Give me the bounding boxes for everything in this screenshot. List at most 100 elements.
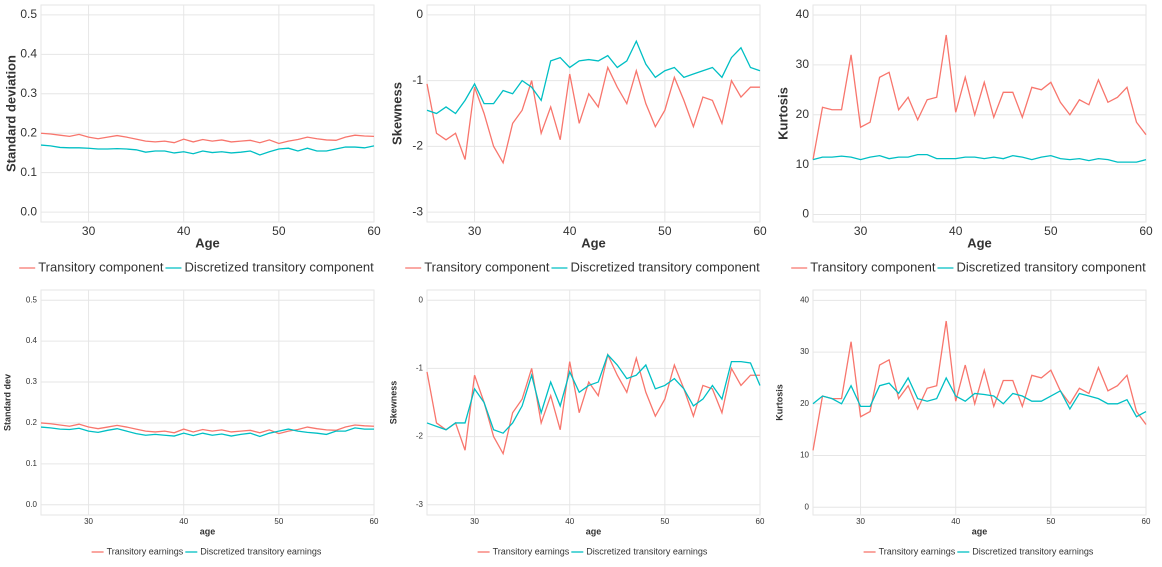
panel: -3 -2 -1 0 30 40 50 60 age Skewness Transitory ear… (388, 289, 765, 556)
y-tick-label: 0.2 (20, 125, 37, 139)
x-tick-label: 60 (367, 224, 381, 238)
series-line (426, 39, 761, 115)
y-tick-label: 0 (416, 7, 423, 21)
legend-label: Transitory earnings (879, 546, 956, 556)
plot-frame (426, 289, 761, 516)
x-tick-label: 40 (949, 224, 963, 238)
x-tick-label: 30 (854, 224, 868, 238)
x-tick-label: 40 (565, 517, 574, 526)
y-tick-label: -1 (412, 73, 423, 87)
x-tick-label: 30 (856, 517, 865, 526)
x-tick-label: 30 (470, 517, 479, 526)
plot-frame (426, 4, 761, 223)
y-tick-label: 0.4 (26, 336, 38, 345)
y-tick-label: -3 (412, 204, 423, 218)
y-axis-label: Skewness (388, 381, 398, 425)
y-tick-label: 40 (796, 7, 810, 21)
x-axis-label: age (972, 526, 988, 536)
y-tick-label: -3 (416, 500, 424, 509)
legend-label: Discretized transitory earnings (586, 546, 708, 556)
plot-frame (812, 289, 1147, 516)
x-tick-label: 50 (658, 224, 672, 238)
y-axis-label: Kurtosis (774, 384, 784, 421)
y-tick-label: 0.3 (26, 377, 38, 386)
y-tick-label: -2 (416, 432, 424, 441)
legend-label: Transitory component (810, 259, 936, 274)
series-line (812, 320, 1147, 451)
y-tick-label: 0 (802, 207, 809, 221)
series-line (812, 154, 1147, 163)
y-axis-label: Kurtosis (775, 87, 790, 140)
legend: Transitory component Discretized transito… (19, 259, 374, 274)
series-line (426, 352, 760, 456)
y-tick-label: 0.5 (26, 295, 38, 304)
legend: Transitory earnings Discretized transitor… (863, 546, 1094, 556)
x-tick-label: 30 (82, 224, 96, 238)
legend: Transitory component Discretized transito… (791, 259, 1146, 274)
series-line (40, 144, 375, 156)
x-tick-label: 50 (274, 517, 283, 526)
y-axis-label: Standard dev (2, 374, 12, 431)
legend-label: Transitory earnings (493, 546, 570, 556)
y-tick-label: 40 (800, 295, 809, 304)
plot-frame (40, 289, 375, 516)
x-tick-label: 30 (468, 224, 482, 238)
panel: -3 -2 -1 0 30 40 50 60 Age Skewness Transitory com… (389, 4, 767, 274)
y-tick-label: 10 (800, 451, 809, 460)
y-tick-label: 0.0 (26, 500, 38, 509)
legend: Transitory earnings Discretized transitor… (91, 546, 322, 556)
y-tick-label: 0.1 (20, 165, 37, 179)
x-tick-label: 40 (177, 224, 191, 238)
y-tick-label: 30 (800, 347, 809, 356)
x-axis-label: Age (581, 235, 606, 250)
panel: 0.0 0.1 0.2 0.3 0.4 0.5 30 40 50 60 Age Standard de… (3, 4, 381, 274)
y-tick-label: 0.4 (20, 46, 37, 60)
panel: 0.0 0.1 0.2 0.3 0.4 0.5 30 40 50 60 age Standard de… (2, 289, 379, 556)
x-axis-label: age (200, 526, 216, 536)
y-tick-label: 0 (419, 295, 424, 304)
y-tick-label: 10 (796, 157, 810, 171)
x-tick-label: 60 (1139, 224, 1153, 238)
x-tick-label: 60 (753, 224, 767, 238)
y-tick-label: 30 (796, 57, 810, 71)
y-tick-label: -1 (416, 364, 424, 373)
y-tick-label: 0.3 (20, 86, 37, 100)
y-tick-label: 0.5 (20, 7, 37, 21)
x-tick-label: 50 (1044, 224, 1058, 238)
series-line (812, 376, 1147, 418)
x-tick-label: 30 (84, 517, 93, 526)
legend-label: Discretized transitory earnings (972, 546, 1094, 556)
x-tick-label: 40 (563, 224, 577, 238)
y-tick-label: 20 (800, 399, 809, 408)
legend-label: Discretized transitory component (570, 259, 760, 274)
x-tick-label: 60 (1142, 517, 1151, 526)
series-line (812, 34, 1147, 160)
plot-frame (40, 4, 375, 223)
y-tick-label: 0.1 (26, 459, 38, 468)
series-line (40, 426, 374, 438)
y-tick-label: -2 (412, 139, 423, 153)
x-axis-label: Age (967, 235, 992, 250)
x-axis-label: age (586, 526, 602, 536)
legend: Transitory earnings Discretized transitor… (477, 546, 708, 556)
x-tick-label: 50 (272, 224, 286, 238)
x-tick-label: 60 (370, 517, 379, 526)
panel: 0 10 20 30 40 30 40 50 60 age Kurtosis Transitory e… (774, 289, 1151, 556)
legend: Transitory component Discretized transito… (405, 259, 760, 274)
series-line (40, 422, 375, 435)
y-tick-label: 20 (796, 107, 810, 121)
x-tick-label: 50 (660, 517, 669, 526)
plot-frame (812, 4, 1147, 223)
series-line (426, 353, 761, 434)
x-tick-label: 50 (1046, 517, 1055, 526)
y-axis-label: Skewness (389, 82, 404, 145)
series-line (40, 132, 375, 145)
legend-label: Discretized transitory component (184, 259, 374, 274)
y-tick-label: 0.0 (20, 204, 37, 218)
legend-label: Transitory component (424, 259, 550, 274)
panel: 0 10 20 30 40 30 40 50 60 Age Kurtosis Transitory c… (775, 4, 1153, 274)
x-tick-label: 40 (951, 517, 960, 526)
x-axis-label: Age (195, 235, 220, 250)
x-tick-label: 40 (179, 517, 188, 526)
y-tick-label: 0 (805, 502, 810, 511)
